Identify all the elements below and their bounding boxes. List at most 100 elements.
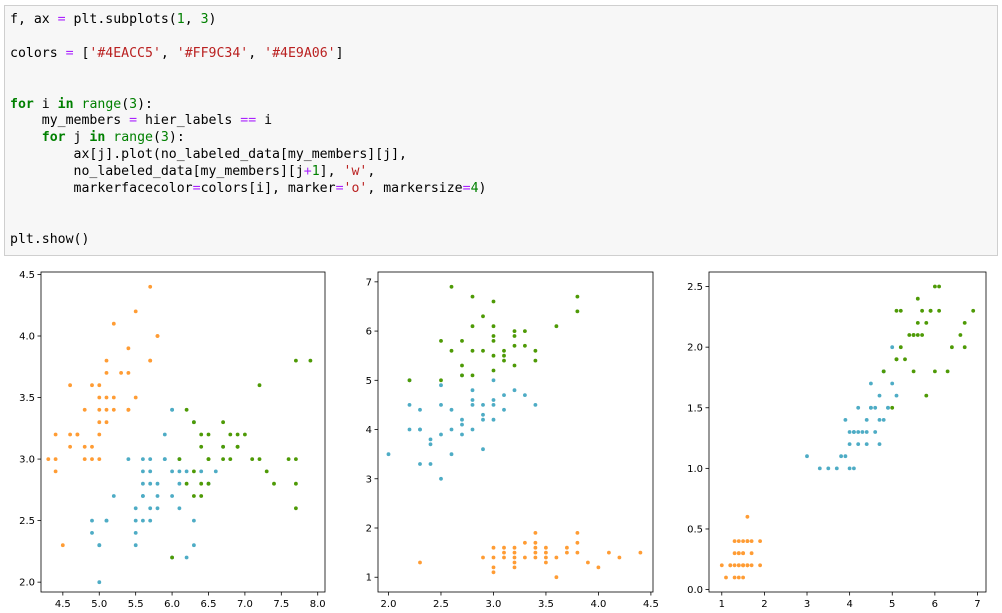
data-point (898, 345, 903, 350)
y-tick-label: 3.0 (19, 455, 35, 466)
data-point (512, 550, 517, 555)
data-point (523, 343, 527, 348)
data-point (199, 444, 204, 449)
data-point (294, 358, 298, 363)
code-token: plt.subplots( (65, 12, 177, 27)
data-point (126, 371, 131, 375)
data-point (470, 398, 475, 402)
data-point (104, 518, 109, 523)
data-point (235, 444, 240, 449)
data-point (933, 369, 937, 374)
data-point (920, 308, 924, 313)
data-point (533, 348, 538, 353)
data-point (502, 407, 506, 412)
x-tick-label: 7 (974, 599, 980, 610)
code-token: '#4E9A06' (264, 45, 336, 61)
code-token: no_labeled_data[my_members][j (10, 164, 304, 180)
data-point (502, 550, 506, 555)
code-line: for i in range(3): (10, 97, 153, 112)
series-3 (407, 284, 580, 383)
data-point (847, 466, 852, 471)
data-point (97, 543, 102, 548)
code-token: ) (478, 181, 487, 197)
series-1 (46, 284, 160, 548)
data-point (184, 407, 189, 412)
data-point (53, 469, 58, 474)
data-point (460, 339, 464, 343)
y-tick-label: 3.5 (19, 393, 35, 404)
code-token: 1 (176, 12, 185, 27)
data-point (958, 333, 963, 337)
data-point (206, 457, 211, 461)
data-point (749, 563, 754, 568)
data-point (491, 398, 496, 402)
data-point (724, 575, 728, 580)
data-point (90, 383, 94, 388)
data-point (470, 403, 475, 407)
data-point (133, 531, 138, 535)
code-editor[interactable]: f, ax = plt.subplots(1, 3) colors = ['#4… (10, 12, 486, 249)
y-tick-label: 2 (366, 524, 372, 535)
data-point (741, 575, 745, 580)
data-point (141, 481, 145, 486)
data-point (148, 469, 153, 474)
data-point (575, 294, 580, 299)
data-point (148, 506, 153, 511)
code-token: markerfacecolor (10, 181, 193, 197)
data-point (272, 481, 276, 486)
plot-output: 4.5 5.0 5.5 6.0 6.5 7.0 7.5 8.0 2.0 2.5 3.0 3.5 4.0 4… (19, 270, 987, 610)
data-point (449, 348, 454, 353)
data-point (533, 550, 538, 555)
data-point (565, 545, 569, 550)
code-line: colors = ['#4EACC5', '#FF9C34', '#4E9A06… (10, 46, 344, 61)
data-point (133, 543, 138, 548)
data-point (407, 378, 412, 383)
data-point (937, 308, 941, 313)
code-token: for (41, 130, 66, 146)
code-token: 'o' (343, 181, 368, 197)
data-point (856, 430, 861, 434)
code-cell[interactable]: f, ax = plt.subplots(1, 3) colors = ['#4… (4, 5, 998, 256)
data-point (133, 518, 138, 523)
data-point (491, 339, 496, 343)
code-line: plt.show() (10, 232, 89, 247)
code-token (10, 130, 42, 145)
code-token: ): (168, 130, 185, 146)
code-token: = (192, 181, 201, 197)
y-tick-label: 4.0 (19, 332, 35, 343)
data-point (544, 560, 548, 565)
data-point (141, 457, 145, 461)
data-point (213, 469, 218, 474)
x-tick-label: 5.5 (128, 599, 144, 610)
code-token: == (240, 113, 257, 129)
data-point (512, 334, 517, 338)
y-tick-label: 6 (366, 327, 372, 338)
code-token: ] (335, 45, 344, 61)
data-point (97, 580, 102, 585)
data-point (97, 420, 102, 425)
data-point (148, 358, 153, 363)
data-point (104, 407, 109, 412)
data-point (126, 346, 131, 351)
data-point (97, 395, 102, 400)
data-point (890, 405, 895, 410)
data-point (945, 369, 950, 374)
axes-frame (708, 271, 987, 593)
data-point (732, 563, 737, 568)
x-tick-label: 3.5 (538, 599, 554, 610)
data-point (864, 430, 869, 434)
data-point (294, 457, 298, 461)
data-point (502, 545, 506, 550)
data-point (470, 427, 475, 432)
data-point (894, 308, 899, 313)
data-point (257, 457, 262, 461)
y-tick-label: 4 (366, 425, 372, 436)
data-point (523, 555, 527, 560)
data-point (243, 432, 247, 437)
data-point (428, 437, 433, 442)
data-point (847, 442, 852, 446)
data-point (460, 417, 464, 422)
data-point (881, 369, 886, 374)
data-point (491, 403, 496, 407)
data-point (915, 296, 920, 301)
